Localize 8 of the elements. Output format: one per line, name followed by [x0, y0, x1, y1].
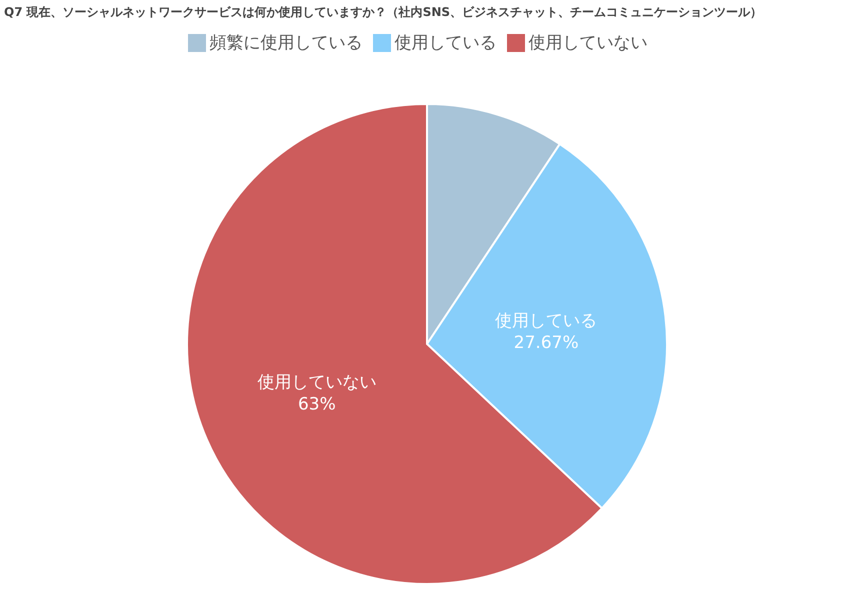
legend-label: 使用していない [528, 33, 648, 53]
chart-title: Q7 現在、ソーシャルネットワークサービスは何か使用していますか？（社内SNS、ビジネスチャット、チームコミュニケーションツール） [3, 4, 764, 21]
slice-label: 使用している [495, 311, 598, 332]
data-label: 27.67% [514, 333, 579, 354]
data-label: 63% [298, 394, 336, 415]
slice-label: 使用していない [257, 372, 376, 393]
legend-label: 頻繁に使用している [210, 33, 362, 53]
legend-label: 使用している [394, 33, 496, 53]
